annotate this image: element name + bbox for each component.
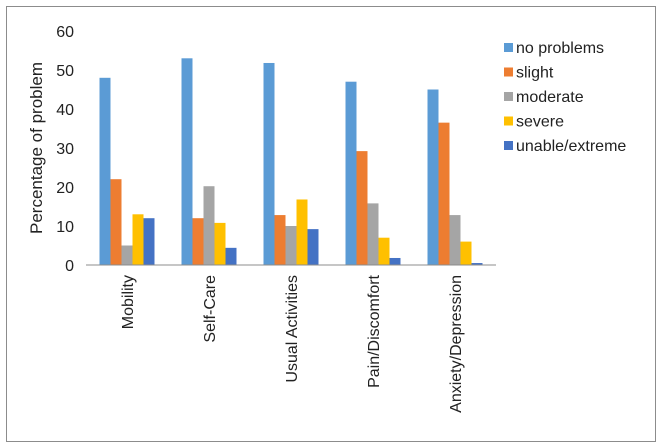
y-tick-label: 60 (56, 24, 74, 41)
legend-label: unable/extreme (516, 138, 626, 155)
bar-severe (214, 222, 226, 265)
bar-moderate (203, 186, 215, 265)
legend-swatch (504, 116, 513, 126)
bar-severe (296, 199, 308, 265)
y-tick-label: 30 (56, 141, 74, 158)
category-labels: Mobility Self-Care Usual Activities Pain/Di… (120, 274, 465, 412)
legend-swatch (504, 67, 513, 77)
bar-moderate (449, 215, 461, 265)
category-label: Self-Care (202, 275, 219, 343)
legend: no problems slight moderate severe unable/ex… (504, 40, 626, 155)
bar-unable-extreme (389, 257, 401, 265)
bar-unable-extreme (143, 218, 155, 265)
y-tick-label: 20 (56, 180, 74, 197)
bar-slight (356, 151, 368, 265)
legend-swatch (504, 43, 513, 52)
bar-severe (460, 241, 472, 265)
bar-moderate (285, 226, 297, 265)
bar-no-problems (263, 62, 275, 266)
category-label: Anxiety/Depression (448, 275, 465, 413)
bar-moderate (121, 245, 133, 265)
category-label: Pain/Discomfort (366, 274, 383, 387)
bar-severe (132, 214, 144, 265)
bar-no-problems (181, 58, 193, 265)
bar-slight (438, 122, 450, 266)
y-axis-ticks: 0 10 20 30 40 50 60 (56, 24, 74, 275)
legend-label: slight (516, 65, 554, 82)
bar-unable-extreme (225, 247, 237, 265)
bar-moderate (367, 203, 379, 265)
y-tick-label: 10 (56, 219, 74, 236)
legend-label: moderate (516, 89, 584, 106)
legend-swatch (504, 92, 513, 101)
bar-unable-extreme (471, 263, 483, 265)
y-tick-label: 40 (56, 102, 74, 119)
bar-no-problems (345, 81, 357, 265)
bar-unable-extreme (307, 229, 319, 265)
category-label: Usual Activities (284, 275, 301, 383)
y-axis-title-group: Percentage of problem (27, 62, 46, 234)
legend-label: no problems (516, 40, 604, 57)
y-tick-label: 0 (65, 258, 74, 275)
legend-swatch (504, 141, 513, 150)
bars (99, 58, 483, 266)
y-tick-label: 50 (56, 63, 74, 80)
legend-label: severe (516, 114, 564, 131)
bar-slight (192, 218, 204, 265)
bar-severe (378, 237, 390, 265)
bar-no-problems (427, 89, 439, 265)
category-label: Mobility (120, 275, 137, 329)
bar-no-problems (99, 77, 111, 265)
bar-slight (110, 179, 122, 265)
bar-slight (274, 215, 286, 265)
y-axis-title: Percentage of problem (27, 62, 46, 234)
